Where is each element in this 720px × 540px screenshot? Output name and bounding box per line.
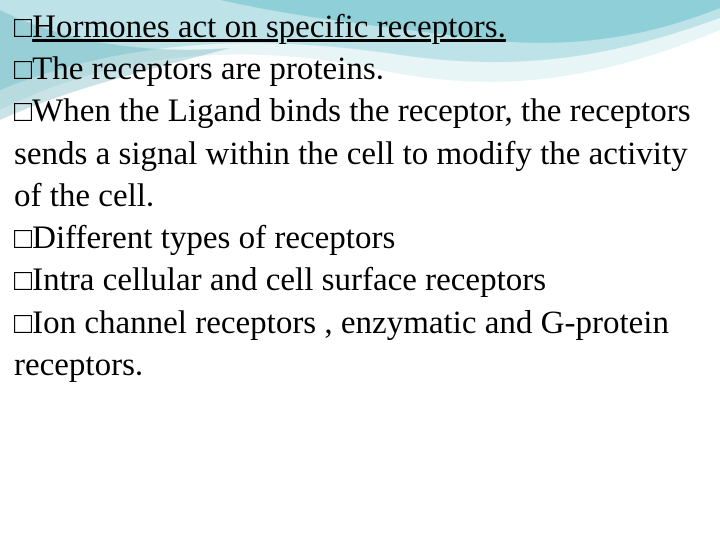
- list-item: □When the Ligand binds the receptor, the…: [14, 90, 706, 217]
- list-item: □Ion channel receptors , enzymatic and G…: [14, 302, 706, 386]
- bullet-icon: □: [14, 53, 32, 86]
- item-text: Different types of receptors: [32, 220, 395, 256]
- list-item: □Intra cellular and cell surface recepto…: [14, 259, 706, 301]
- list-item: □Hormones act on specific receptors.: [14, 6, 706, 48]
- item-text: Hormones act on specific receptors.: [32, 9, 506, 45]
- list-item: □Different types of receptors: [14, 217, 706, 259]
- bullet-icon: □: [14, 11, 32, 44]
- slide-content: □Hormones act on specific receptors. □Th…: [0, 0, 720, 386]
- list-item: □The receptors are proteins.: [14, 48, 706, 90]
- item-text: The receptors are proteins.: [32, 51, 384, 87]
- bullet-icon: □: [14, 264, 32, 297]
- item-text: Ion channel receptors , enzymatic and G-…: [14, 305, 669, 383]
- bullet-icon: □: [14, 95, 32, 128]
- bullet-icon: □: [14, 307, 32, 340]
- bullet-icon: □: [14, 222, 32, 255]
- item-text: When the Ligand binds the receptor, the …: [14, 93, 691, 213]
- item-text: Intra cellular and cell surface receptor…: [32, 262, 546, 298]
